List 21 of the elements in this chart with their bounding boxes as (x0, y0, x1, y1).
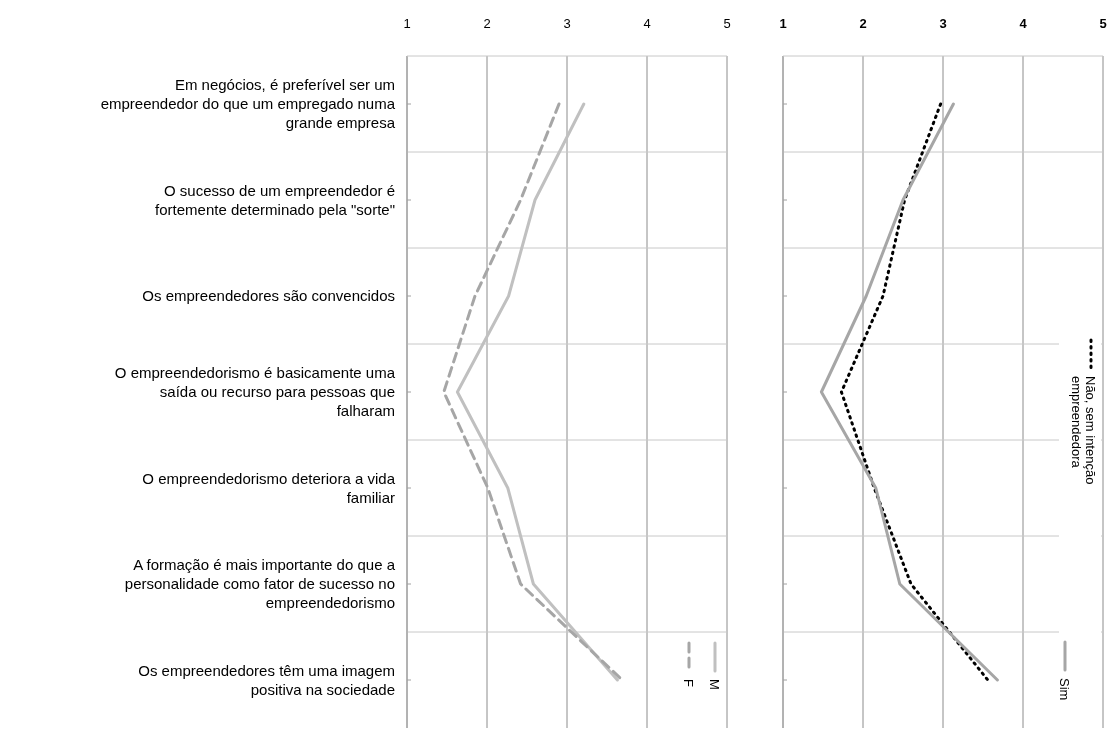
x-tick-label: 2 (859, 16, 867, 31)
x-tick-label: 4 (1019, 16, 1028, 31)
x-tick-label: 3 (939, 16, 947, 31)
x-tick-label: 5 (1099, 16, 1107, 31)
x-tick-label: 1 (779, 16, 787, 31)
y-tick-label: Em negócios, é preferível ser um empreendedor do que um empregado numa grande empresa (100, 76, 396, 132)
y-tick-label: O empreendedorismo deteriora a vida familiar (142, 469, 396, 506)
x-tick-label: 3 (563, 16, 571, 31)
legend-label: Sim (1057, 678, 1073, 701)
y-tick-label: Os empreendedores são convencidos (142, 287, 395, 305)
y-tick-label: O empreendedorismo é basicamente uma saída ou recurso para pessoas que falharam (114, 364, 396, 420)
y-tick-label: O sucesso de um empreendedor é fortemente determinado pela "sorte" (155, 181, 395, 218)
legend-label: Não, sem intenção empreendedora (1069, 376, 1099, 485)
x-tick-label: 4 (643, 16, 651, 31)
y-tick-label: A formação é mais importante do que a personalidade como fator de sucesso no empreendedorismo (124, 556, 396, 612)
x-tick-label: 1 (403, 16, 411, 31)
legend-label: F (681, 679, 697, 687)
legend-label: M (707, 679, 723, 690)
x-tick-label: 5 (723, 16, 731, 31)
y-tick-label: Os empreendedores têm uma imagem positiva na sociedade (138, 661, 395, 698)
x-tick-label: 2 (483, 16, 491, 31)
